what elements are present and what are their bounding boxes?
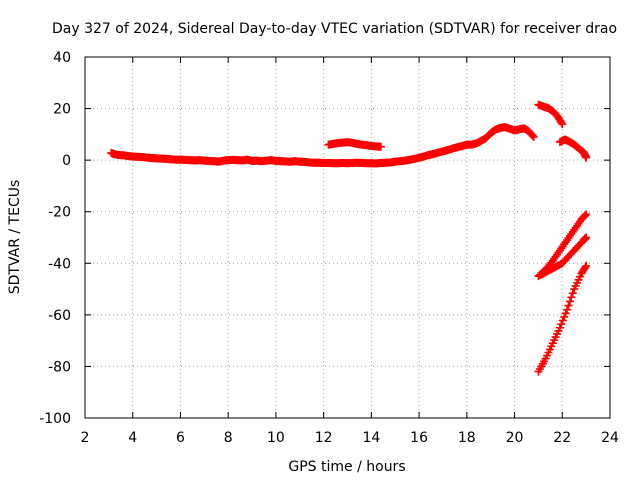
x-tick-label: 4 xyxy=(128,430,137,446)
series-segment-6 xyxy=(536,233,591,279)
data-point xyxy=(568,289,577,298)
x-tick-label: 2 xyxy=(81,430,90,446)
data-point xyxy=(582,210,591,219)
y-axis-label: SDTVAR / TECUs xyxy=(7,180,23,295)
series-segment-4 xyxy=(555,135,591,162)
series-main xyxy=(107,123,538,168)
x-axis-label: GPS time / hours xyxy=(288,459,405,475)
data-point xyxy=(567,293,576,302)
y-tick-label: 0 xyxy=(62,153,71,169)
data-point xyxy=(557,118,566,127)
x-tick-label: 22 xyxy=(553,430,571,446)
data-point xyxy=(558,120,567,129)
x-tick-label: 10 xyxy=(267,430,285,446)
data-point xyxy=(561,309,570,318)
y-tick-label: -100 xyxy=(39,411,71,427)
data-point xyxy=(529,132,538,141)
y-tick-label: -80 xyxy=(48,359,71,375)
axis-ticks: 2 4 6 8 10 12 14 16 18 20 22 24-100-80-60-40-200204… xyxy=(39,50,619,446)
data-point xyxy=(555,323,564,332)
x-tick-label: 14 xyxy=(362,430,380,446)
y-tick-label: 20 xyxy=(53,102,71,118)
plot-frame xyxy=(84,56,611,419)
data-point xyxy=(582,233,591,242)
series-segment-7 xyxy=(534,261,591,376)
series-segment-2 xyxy=(324,138,385,151)
x-tick-label: 24 xyxy=(601,430,619,446)
data-point xyxy=(528,131,537,140)
data-point xyxy=(565,297,574,306)
series-segment-3 xyxy=(534,100,567,129)
data-point xyxy=(376,142,385,151)
grid xyxy=(85,57,610,418)
y-tick-label: 40 xyxy=(53,50,71,66)
x-tick-label: 6 xyxy=(176,430,185,446)
x-tick-label: 20 xyxy=(506,430,524,446)
x-tick-label: 8 xyxy=(224,430,233,446)
data-point xyxy=(563,305,572,314)
x-tick-label: 12 xyxy=(315,430,333,446)
data-point xyxy=(582,261,591,270)
data-point xyxy=(582,153,591,162)
y-tick-label: -20 xyxy=(48,205,71,221)
data-point xyxy=(581,211,590,220)
y-tick-label: -60 xyxy=(48,308,71,324)
data-point xyxy=(560,312,569,321)
x-tick-label: 16 xyxy=(410,430,428,446)
data-point xyxy=(558,316,567,325)
chart-title: Day 327 of 2024, Sidereal Day-to-day VTE… xyxy=(52,21,617,37)
data-points xyxy=(107,100,591,376)
data-point xyxy=(564,301,573,310)
x-tick-label: 18 xyxy=(458,430,476,446)
data-point xyxy=(557,320,566,329)
data-point xyxy=(581,263,590,272)
y-tick-label: -40 xyxy=(48,256,71,272)
